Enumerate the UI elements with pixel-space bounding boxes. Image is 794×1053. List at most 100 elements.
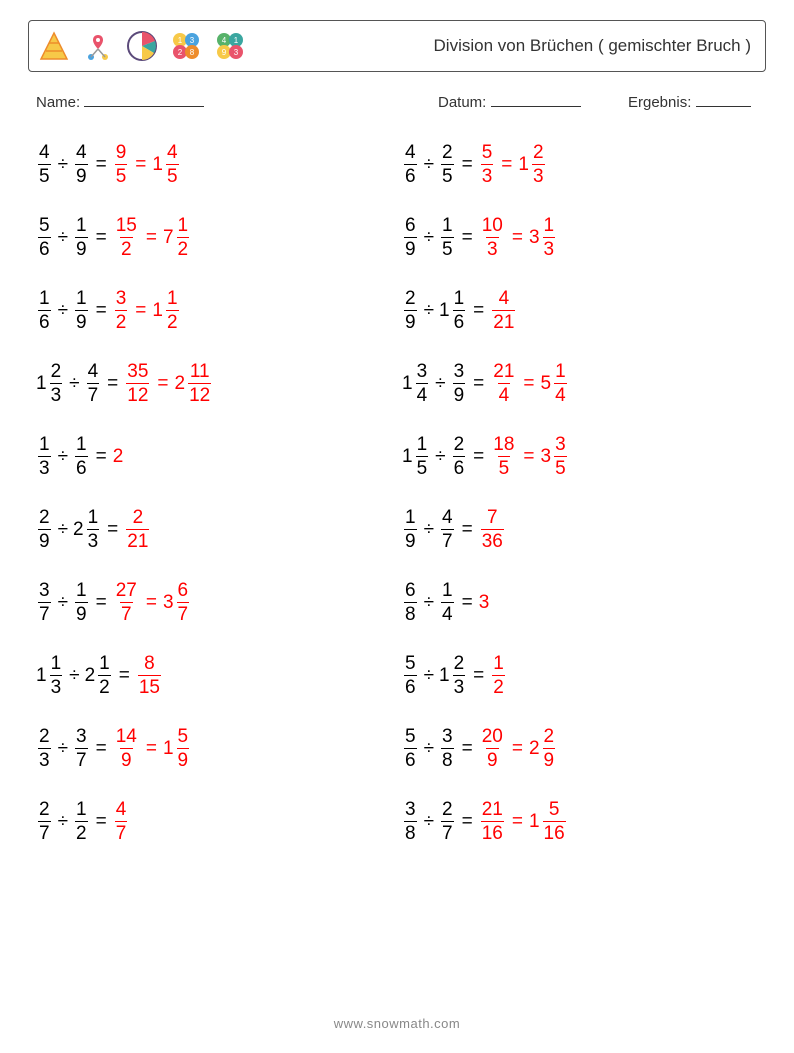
numerator: 20 — [481, 727, 504, 748]
numerator: 2 — [532, 143, 545, 164]
mixed-number: 21112 — [175, 362, 214, 405]
denominator: 9 — [38, 529, 51, 551]
numerator: 1 — [554, 362, 567, 383]
mixed-number: 229 — [529, 727, 557, 770]
equals-sign: = — [501, 155, 512, 174]
numerator: 1 — [166, 289, 179, 310]
division-sign: ÷ — [435, 374, 445, 393]
numerator: 21 — [492, 362, 515, 383]
denominator: 6 — [404, 675, 417, 697]
denominator: 7 — [441, 821, 454, 843]
equals-sign: = — [96, 812, 107, 831]
mixed-number: 145 — [152, 143, 180, 186]
equals-sign: = — [473, 666, 484, 685]
division-sign: ÷ — [435, 447, 445, 466]
denominator: 3 — [481, 164, 494, 186]
whole-part: 1 — [36, 374, 47, 393]
denominator: 7 — [115, 821, 128, 843]
fraction: 67 — [177, 581, 190, 624]
numerator: 27 — [115, 581, 138, 602]
mixed-number: 212 — [85, 654, 113, 697]
denominator: 5 — [115, 164, 128, 186]
denominator: 9 — [75, 310, 88, 332]
equals-sign: = — [462, 155, 473, 174]
numerator: 2 — [453, 654, 466, 675]
numerator: 5 — [404, 727, 417, 748]
fraction: 19 — [75, 289, 88, 332]
whole-part: 2 — [529, 739, 540, 758]
numerator: 4 — [75, 143, 88, 164]
denominator: 3 — [87, 529, 100, 551]
equals-sign: = — [107, 374, 118, 393]
denominator: 5 — [416, 456, 429, 478]
whole-part: 1 — [439, 301, 450, 320]
svg-text:9: 9 — [222, 48, 227, 57]
denominator: 4 — [498, 383, 511, 405]
equals-sign: = — [135, 155, 146, 174]
four-circles-icon-2: 4 1 9 3 — [213, 29, 247, 63]
fraction: 37 — [38, 581, 51, 624]
whole-part: 3 — [529, 228, 540, 247]
problem: 13÷16=2 — [36, 435, 392, 478]
problem: 123÷47=3512=21112 — [36, 362, 392, 405]
mixed-number: 123 — [36, 362, 64, 405]
equals-sign: = — [96, 301, 107, 320]
numerator: 9 — [115, 143, 128, 164]
mixed-number: 123 — [439, 654, 467, 697]
fraction: 23 — [50, 362, 63, 405]
fraction: 47 — [441, 508, 454, 551]
fraction: 25 — [441, 143, 454, 186]
fraction: 209 — [481, 727, 504, 770]
svg-text:4: 4 — [222, 36, 227, 45]
denominator: 4 — [554, 383, 567, 405]
fraction: 29 — [404, 289, 417, 332]
whole-part: 2 — [85, 666, 96, 685]
svg-text:8: 8 — [190, 48, 195, 57]
division-sign: ÷ — [424, 739, 434, 758]
date-field: Datum: — [438, 94, 628, 111]
division-sign: ÷ — [58, 447, 68, 466]
denominator: 3 — [50, 383, 63, 405]
denominator: 5 — [554, 456, 567, 478]
denominator: 6 — [404, 164, 417, 186]
fraction: 27 — [38, 800, 51, 843]
fraction: 68 — [404, 581, 417, 624]
numerator: 1 — [492, 654, 505, 675]
mixed-number: 112 — [152, 289, 180, 332]
result-underline — [696, 106, 751, 107]
svg-text:1: 1 — [178, 36, 183, 45]
denominator: 9 — [177, 748, 190, 770]
fraction: 47 — [115, 800, 128, 843]
mixed-number: 712 — [163, 216, 191, 259]
division-sign: ÷ — [58, 228, 68, 247]
denominator: 15 — [138, 675, 161, 697]
integer-value: 3 — [479, 593, 490, 612]
denominator: 3 — [543, 237, 556, 259]
equals-sign: = — [473, 374, 484, 393]
denominator: 36 — [481, 529, 504, 551]
division-sign: ÷ — [424, 666, 434, 685]
fraction: 815 — [138, 654, 161, 697]
header-icon-row: 1 3 2 8 4 1 9 3 — [37, 29, 247, 63]
numerator: 1 — [50, 654, 63, 675]
denominator: 12 — [126, 383, 149, 405]
division-sign: ÷ — [424, 593, 434, 612]
fraction: 2116 — [481, 800, 504, 843]
numerator: 5 — [404, 654, 417, 675]
fraction: 12 — [177, 216, 190, 259]
fraction: 23 — [38, 727, 51, 770]
fraction: 23 — [453, 654, 466, 697]
fraction: 14 — [554, 362, 567, 405]
equals-sign: = — [146, 739, 157, 758]
fraction: 16 — [75, 435, 88, 478]
equals-sign: = — [157, 374, 168, 393]
numerator: 11 — [189, 362, 211, 383]
denominator: 21 — [492, 310, 515, 332]
mixed-number: 313 — [529, 216, 557, 259]
numerator: 18 — [492, 435, 515, 456]
numerator: 1 — [543, 216, 556, 237]
denominator: 4 — [416, 383, 429, 405]
division-sign: ÷ — [58, 301, 68, 320]
denominator: 7 — [441, 529, 454, 551]
division-sign: ÷ — [424, 812, 434, 831]
